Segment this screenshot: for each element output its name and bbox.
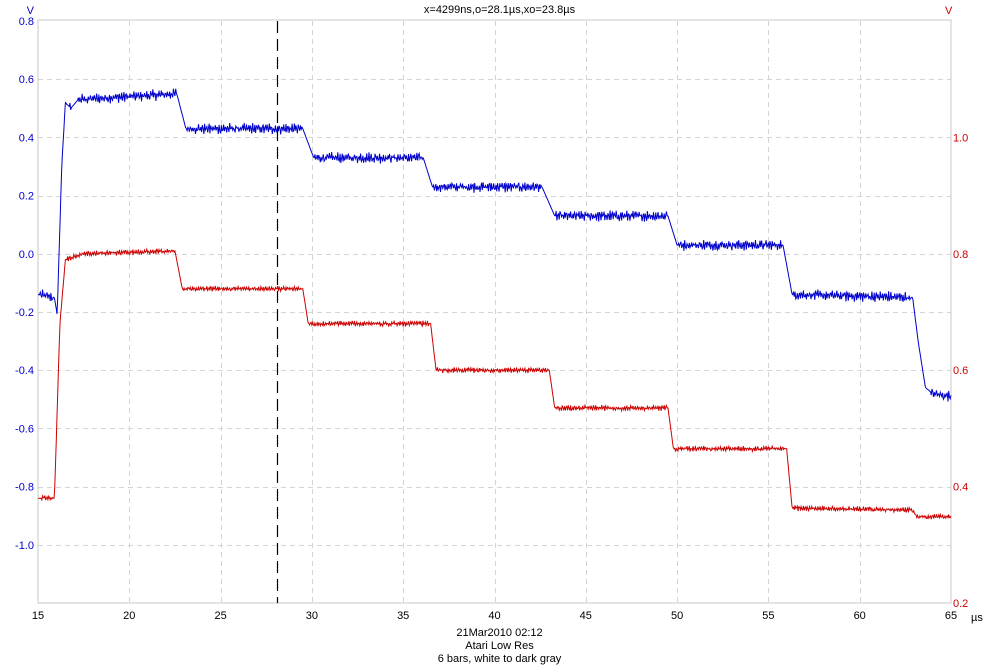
left-tick-label: 0.8 — [19, 16, 34, 28]
right-unit-label: V — [945, 5, 953, 17]
x-tick-label: 30 — [306, 610, 318, 622]
right-tick-label: 0.4 — [953, 482, 968, 494]
x-tick-label: 60 — [854, 610, 866, 622]
traces — [37, 88, 952, 520]
left-tick-label: 0.4 — [19, 132, 34, 144]
trace-blue — [37, 88, 952, 402]
right-tick-label: 1.0 — [953, 132, 968, 144]
right-tick-label: 0.6 — [953, 365, 968, 377]
plot-frame — [37, 19, 952, 604]
x-tick-label: 65 — [945, 610, 957, 622]
axes: 15 20 25 30 35 40 45 50 55 60 65 µs 0.8 0.6 0.4 0.2 0.0 -… — [15, 5, 983, 624]
grid — [37, 19, 952, 604]
x-unit-label: µs — [971, 612, 983, 624]
x-tick-label: 40 — [488, 610, 500, 622]
capture-date: 21Mar2010 02:12 — [456, 627, 543, 639]
left-tick-label: -0.4 — [15, 365, 34, 377]
capture-description: 6 bars, white to dark gray — [437, 653, 562, 665]
x-tick-label: 15 — [32, 610, 44, 622]
capture-title: Atari Low Res — [465, 640, 534, 652]
x-tick-label: 50 — [671, 610, 683, 622]
x-tick-label: 35 — [397, 610, 409, 622]
left-tick-label: 0.2 — [19, 191, 34, 203]
left-tick-label: -1.0 — [15, 540, 34, 552]
left-tick-label: 0.6 — [19, 74, 34, 86]
left-tick-label: 0.0 — [19, 249, 34, 261]
left-tick-label: -0.6 — [15, 423, 34, 435]
trace-red — [38, 247, 952, 520]
x-tick-label: 25 — [214, 610, 226, 622]
x-tick-label: 20 — [123, 610, 135, 622]
left-tick-label: -0.8 — [15, 482, 34, 494]
left-tick-label: -0.2 — [15, 307, 34, 319]
cursor-readout: x=4299ns,o=28.1µs,xo=23.8µs — [423, 4, 576, 16]
x-tick-label: 55 — [762, 610, 774, 622]
right-tick-label: 0.8 — [953, 249, 968, 261]
x-tick-label: 45 — [580, 610, 592, 622]
right-tick-label: 0.2 — [953, 598, 968, 610]
left-unit-label: V — [27, 5, 35, 17]
